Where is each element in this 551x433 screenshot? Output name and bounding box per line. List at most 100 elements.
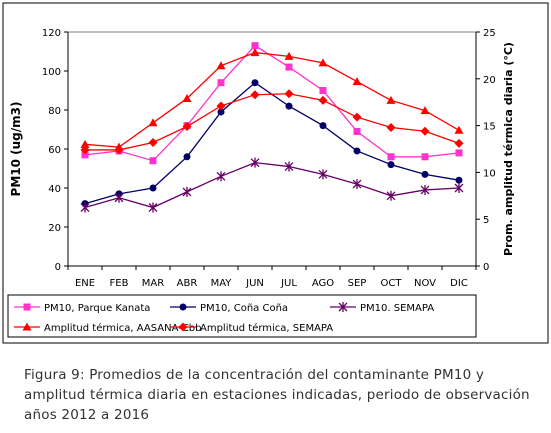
y-tick-label: 60 <box>48 145 61 156</box>
data-point-amplitud-t-rmica-semapa <box>386 122 396 132</box>
data-point-pm10-parque-kanata <box>353 127 361 135</box>
data-point-amplitud-t-rmica-semapa <box>250 90 260 100</box>
data-point-pm10-co-a-co-a <box>353 147 361 155</box>
y2-axis-label: Prom. amplitud térmica diaria (°C) <box>502 42 515 256</box>
data-point-pm10-parque-kanata <box>387 153 395 161</box>
y-axis-label: PM10 (ug/m3) <box>9 102 23 197</box>
legend-label-amplitud-t-rmica-semapa: Amplitud térmica, SEMAPA <box>200 322 333 334</box>
data-point-pm10-co-a-co-a <box>455 176 463 184</box>
x-tick-label: JUL <box>280 278 297 289</box>
data-point-amplitud-t-rmica-aasana-cbb <box>454 125 464 134</box>
data-point-amplitud-t-rmica-semapa <box>352 112 362 122</box>
data-point-amplitud-t-rmica-aasana-cbb <box>284 51 294 60</box>
legend-label-pm10-semapa: PM10. SEMAPA <box>360 303 434 314</box>
y2-tick-label: 10 <box>483 168 496 179</box>
y2-tick-label: 25 <box>483 28 496 39</box>
data-point-amplitud-t-rmica-aasana-cbb <box>318 58 328 67</box>
legend-label-pm10-co-a-co-a: PM10, Coña Coña <box>200 303 288 314</box>
data-point-pm10-semapa <box>420 184 430 195</box>
y-tick-label: 40 <box>48 184 61 195</box>
y2-tick-label: 20 <box>483 75 496 86</box>
data-point-amplitud-t-rmica-semapa <box>80 145 90 155</box>
data-point-amplitud-t-rmica-semapa <box>216 101 226 111</box>
data-point-pm10-parque-kanata <box>251 42 259 50</box>
x-tick-label: OCT <box>381 278 403 289</box>
legend-marker-amplitud-t-rmica-semapa <box>178 322 188 332</box>
data-point-pm10-co-a-co-a <box>387 161 395 169</box>
data-point-pm10-semapa <box>318 169 328 180</box>
chart: PM10 (ug/m3) Prom. amplitud térmica diar… <box>2 2 549 344</box>
x-tick-label: SEP <box>348 278 367 289</box>
data-point-pm10-semapa <box>386 190 396 201</box>
data-point-amplitud-t-rmica-semapa <box>148 137 158 147</box>
data-point-pm10-co-a-co-a <box>251 79 259 87</box>
data-point-pm10-co-a-co-a <box>285 102 293 110</box>
data-point-amplitud-t-rmica-aasana-cbb <box>148 118 158 127</box>
legend-label-pm10-parque-kanata: PM10, Parque Kanata <box>44 303 150 314</box>
data-point-amplitud-t-rmica-aasana-cbb <box>420 106 430 115</box>
data-point-amplitud-t-rmica-aasana-cbb <box>386 95 396 104</box>
data-point-pm10-semapa <box>80 202 90 213</box>
data-point-amplitud-t-rmica-aasana-cbb <box>250 48 260 57</box>
data-point-pm10-semapa <box>114 192 124 203</box>
series-line-amplitud-t-rmica-semapa <box>85 93 460 151</box>
data-point-pm10-semapa <box>284 161 294 172</box>
legend-label-amplitud-t-rmica-aasana-cbb: Amplitud térmica, AASANA-Cbb <box>44 322 202 334</box>
data-point-pm10-semapa <box>182 186 192 197</box>
series-line-pm10-parque-kanata <box>84 44 460 162</box>
data-point-pm10-parque-kanata <box>285 63 293 71</box>
data-point-amplitud-t-rmica-semapa <box>284 89 294 99</box>
y-tick-label: 0 <box>55 262 61 273</box>
legend-marker-amplitud-t-rmica-aasana-cbb <box>22 322 32 331</box>
y-tick-label: 100 <box>42 67 61 78</box>
data-point-amplitud-t-rmica-aasana-cbb <box>216 61 226 70</box>
y-tick-label: 120 <box>42 28 61 39</box>
legend: PM10, Parque Kanata PM10, Coña Coña PM10. … <box>14 302 434 334</box>
data-point-pm10-parque-kanata <box>217 79 225 87</box>
data-point-amplitud-t-rmica-aasana-cbb <box>80 139 90 148</box>
axes: 0 20 40 60 80 100 120 0 5 10 15 20 25 ENE FEB MAR ABR MAY… <box>42 28 496 289</box>
data-point-amplitud-t-rmica-semapa <box>182 122 192 132</box>
data-point-amplitud-t-rmica-aasana-cbb <box>182 93 192 102</box>
x-tick-label: NOV <box>414 278 436 289</box>
data-point-pm10-semapa <box>352 179 362 190</box>
data-point-pm10-parque-kanata <box>319 87 327 94</box>
x-tick-label: AGO <box>312 278 334 289</box>
data-point-pm10-parque-kanata <box>81 151 89 159</box>
data-point-pm10-parque-kanata <box>421 153 429 161</box>
plot-area <box>67 31 477 267</box>
x-tick-label: DIC <box>450 278 468 289</box>
x-tick-label: JUN <box>245 278 264 289</box>
data-point-pm10-semapa <box>216 171 226 182</box>
figure-caption: Figura 9: Promedios de la concentración … <box>24 367 530 423</box>
x-tick-label: ENE <box>75 278 95 289</box>
data-point-pm10-semapa <box>454 183 464 193</box>
series-group <box>80 42 464 213</box>
data-point-amplitud-t-rmica-semapa <box>114 145 124 155</box>
data-point-pm10-co-a-co-a <box>183 153 191 161</box>
legend-marker-pm10-parque-kanata <box>23 303 31 311</box>
y2-tick-label: 5 <box>483 215 489 226</box>
data-point-pm10-parque-kanata <box>149 157 157 165</box>
series-line-pm10-semapa <box>84 161 460 209</box>
x-tick-label: FEB <box>110 278 129 289</box>
data-point-amplitud-t-rmica-semapa <box>318 95 328 105</box>
data-point-pm10-semapa <box>250 157 260 168</box>
data-point-amplitud-t-rmica-aasana-cbb <box>352 77 362 86</box>
y-tick-label: 20 <box>48 223 61 234</box>
y-tick-label: 80 <box>48 106 61 117</box>
legend-marker-pm10-semapa <box>338 302 348 312</box>
legend-marker-pm10-co-a-co-a <box>179 303 187 311</box>
data-point-pm10-parque-kanata <box>455 149 463 157</box>
series-line-amplitud-t-rmica-aasana-cbb <box>84 51 460 148</box>
x-tick-label: MAY <box>211 278 233 289</box>
x-tick-label: ABR <box>177 278 198 289</box>
y2-tick-label: 0 <box>483 262 489 273</box>
data-point-pm10-semapa <box>148 202 158 213</box>
y2-tick-label: 15 <box>483 122 496 133</box>
data-point-pm10-co-a-co-a <box>149 184 157 192</box>
data-point-pm10-co-a-co-a <box>217 108 225 116</box>
x-tick-label: MAR <box>142 278 164 289</box>
data-point-pm10-co-a-co-a <box>421 170 429 178</box>
data-point-pm10-co-a-co-a <box>319 122 327 130</box>
